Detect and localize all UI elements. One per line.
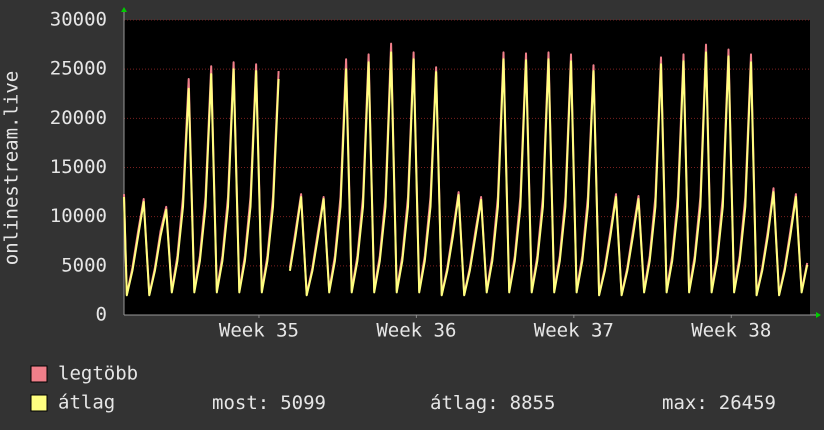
x-tick-label: Week 37 xyxy=(534,320,614,342)
stat: most: 5099 xyxy=(212,392,326,414)
y-tick-label: 30000 xyxy=(50,9,107,31)
legend-label: legtöbb xyxy=(58,363,138,385)
y-tick-label: 25000 xyxy=(50,58,107,80)
y-tick-label: 10000 xyxy=(50,205,107,227)
arrow xyxy=(816,312,821,318)
stat-value: 8855 xyxy=(510,392,556,414)
stat-label: átlag: xyxy=(430,392,499,414)
y-tick-label: 20000 xyxy=(50,107,107,129)
arrow xyxy=(121,7,127,12)
stat-label: max: xyxy=(662,392,708,414)
stat-value: 26459 xyxy=(719,392,776,414)
stat-value: 5099 xyxy=(280,392,326,414)
x-tick-label: Week 38 xyxy=(691,320,771,342)
y-tick-label: 5000 xyxy=(61,254,107,276)
legend-label: átlag xyxy=(58,392,115,414)
stat: max: 26459 xyxy=(662,392,776,414)
legend-swatch xyxy=(30,365,48,383)
stat-label: most: xyxy=(212,392,269,414)
y-tick-label: 0 xyxy=(96,304,107,326)
x-tick-label: Week 35 xyxy=(219,320,299,342)
legend-swatch xyxy=(30,394,48,412)
series-line xyxy=(123,51,809,297)
y-axis-label: onlinestream.live xyxy=(1,71,23,265)
x-tick-label: Week 36 xyxy=(376,320,456,342)
stat: átlag: 8855 xyxy=(430,392,555,414)
y-tick-label: 15000 xyxy=(50,156,107,178)
